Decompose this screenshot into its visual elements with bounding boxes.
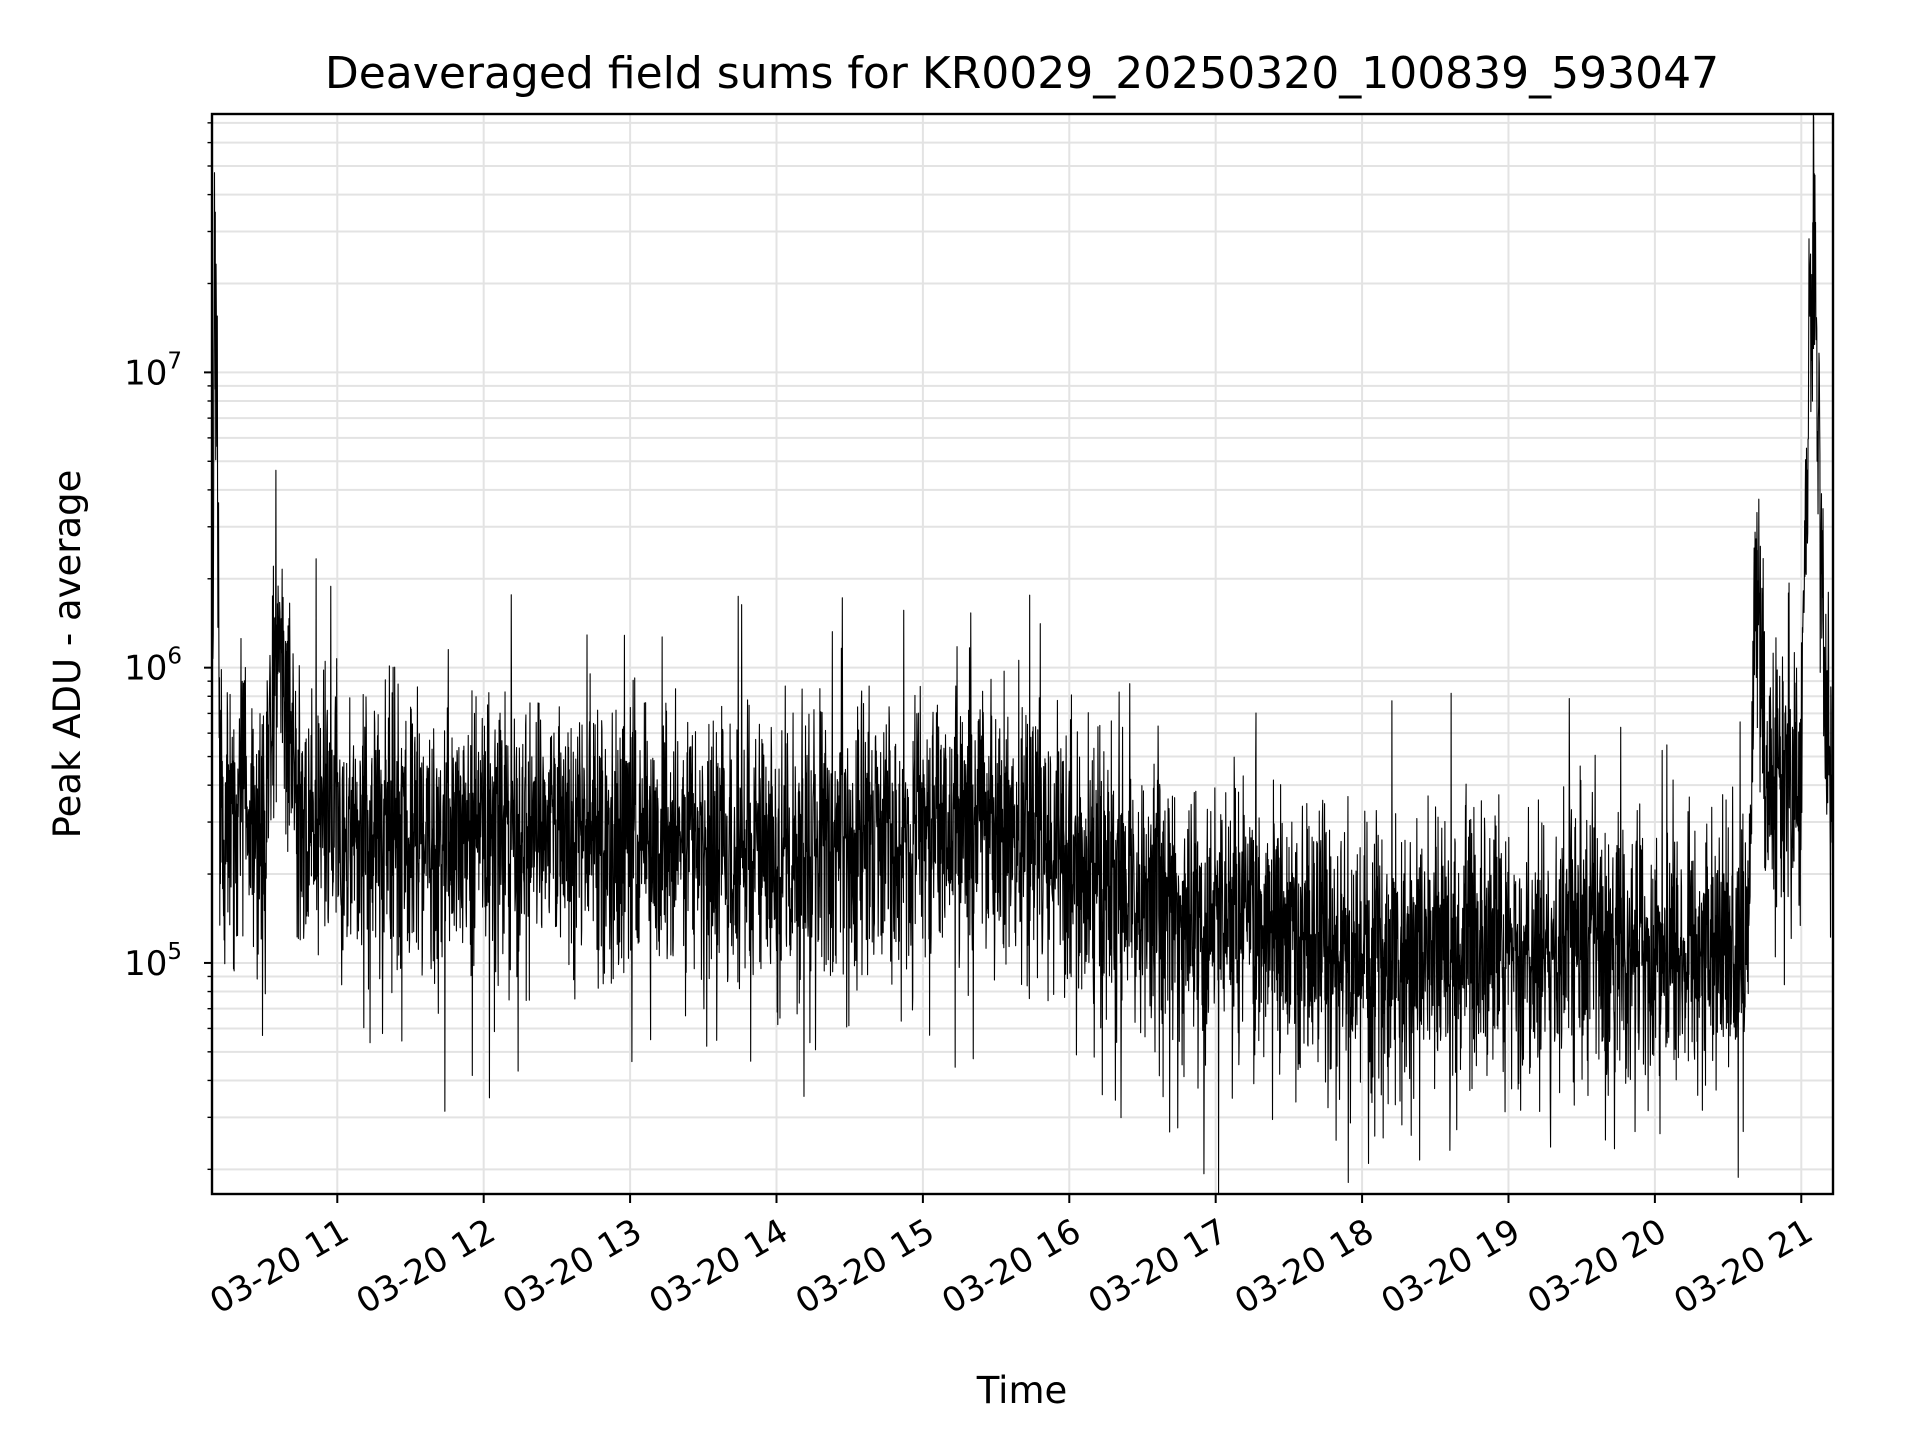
series-line <box>211 113 1834 1195</box>
series-layer <box>211 113 1834 1195</box>
y-tick-label: 107 <box>124 348 182 393</box>
y-axis-label: Peak ADU - average <box>46 470 89 839</box>
y-tick-label: 106 <box>124 644 182 689</box>
y-tick-base: 10 <box>124 649 167 689</box>
x-axis-label: Time <box>976 1369 1068 1412</box>
y-tick-base: 10 <box>124 944 167 984</box>
plot-frame <box>210 112 1835 1196</box>
y-tick-exponent: 7 <box>167 348 182 374</box>
chart-title: Deaveraged field sums for KR0029_2025032… <box>325 48 1719 99</box>
y-tick-exponent: 6 <box>167 644 182 670</box>
y-tick-label: 105 <box>124 939 182 984</box>
y-tick-base: 10 <box>124 353 167 393</box>
y-tick-exponent: 5 <box>167 939 182 965</box>
